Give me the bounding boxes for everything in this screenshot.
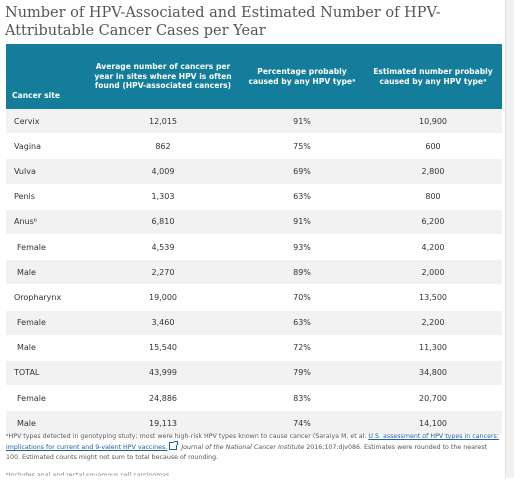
table-row: Male 19,113 74% 14,100 (6, 410, 502, 437)
table-row: Vulva 4,009 69% 2,800 (6, 158, 502, 185)
cell-percentage: 89% (240, 259, 364, 286)
cell-percentage: 63% (240, 310, 364, 336)
table-row: Penis 1,303 63% 800 (6, 184, 502, 210)
cell-average-cancers: 3,460 (86, 310, 240, 336)
table-row: Female 3,460 63% 2,200 (6, 310, 502, 336)
cell-percentage: 69% (240, 158, 364, 185)
table-row: Male 15,540 72% 11,300 (6, 335, 502, 361)
cell-cancer-site: TOTAL (6, 360, 86, 387)
cell-cancer-site: Female (6, 310, 86, 336)
cell-average-cancers: 2,270 (86, 259, 240, 286)
cell-average-cancers: 24,886 (86, 385, 240, 412)
footnote-a-prefix: ᵃHPV types detected in genotyping study;… (6, 433, 369, 440)
table-row: Oropharynx 19,000 70% 13,500 (6, 284, 502, 311)
cell-estimated-number: 20,700 (364, 385, 502, 412)
table-header-row: Cancer site Average number of cancers pe… (6, 44, 502, 109)
cell-average-cancers: 862 (86, 133, 240, 160)
cell-cancer-site: Female (6, 234, 86, 261)
cell-average-cancers: 15,540 (86, 335, 240, 361)
cell-estimated-number: 4,200 (364, 234, 502, 261)
cell-cancer-site: Female (6, 385, 86, 412)
cell-estimated-number: 6,200 (364, 209, 502, 235)
cell-percentage: 93% (240, 234, 364, 261)
cell-estimated-number: 2,800 (364, 158, 502, 185)
cell-average-cancers: 19,113 (86, 410, 240, 437)
table-row: Male 2,270 89% 2,000 (6, 259, 502, 286)
cell-cancer-site: Cervix (6, 109, 86, 135)
hpv-cancer-table: Cancer site Average number of cancers pe… (6, 44, 502, 437)
footnote-a: ᵃHPV types detected in genotyping study;… (6, 432, 502, 463)
cell-percentage: 75% (240, 133, 364, 160)
cell-percentage: 91% (240, 209, 364, 235)
scrollbar[interactable] (505, 0, 514, 478)
cell-percentage: 63% (240, 184, 364, 210)
external-link-icon (169, 441, 179, 450)
cell-estimated-number: 2,200 (364, 310, 502, 336)
cell-average-cancers: 12,015 (86, 109, 240, 135)
cell-average-cancers: 6,810 (86, 209, 240, 235)
cell-estimated-number: 34,800 (364, 360, 502, 387)
cell-cancer-site: Penis (6, 184, 86, 210)
cell-average-cancers: 19,000 (86, 284, 240, 311)
cell-percentage: 74% (240, 410, 364, 437)
cell-percentage: 91% (240, 109, 364, 135)
table-row: Anusᵇ 6,810 91% 6,200 (6, 209, 502, 235)
cell-estimated-number: 13,500 (364, 284, 502, 311)
footnote-a-suffix: 2016;107:djv086. Estimates were rounded … (6, 444, 488, 461)
cell-percentage: 83% (240, 385, 364, 412)
cell-percentage: 72% (240, 335, 364, 361)
cell-cancer-site: Male (6, 259, 86, 286)
cell-estimated-number: 10,900 (364, 109, 502, 135)
cell-cancer-site: Male (6, 335, 86, 361)
cell-estimated-number: 600 (364, 133, 502, 160)
table-row: TOTAL 43,999 79% 34,800 (6, 360, 502, 387)
cell-cancer-site: Male (6, 410, 86, 437)
header-estimated-number: Estimated number probably caused by any … (364, 44, 502, 109)
footnote-journal: Journal of the National Cancer Institute (181, 444, 305, 451)
table-row: Female 24,886 83% 20,700 (6, 385, 502, 412)
cell-cancer-site: Vagina (6, 133, 86, 160)
footnote-source-link[interactable]: U.S. assessment of HPV types in cancers:… (6, 433, 499, 451)
cell-estimated-number: 11,300 (364, 335, 502, 361)
cell-average-cancers: 1,303 (86, 184, 240, 210)
table-row: Female 4,539 93% 4,200 (6, 234, 502, 261)
cell-percentage: 79% (240, 360, 364, 387)
cell-estimated-number: 800 (364, 184, 502, 210)
footnote-b: ᵇIncludes anal and rectal squamous cell … (6, 472, 172, 479)
header-average-cancers: Average number of cancers per year in si… (86, 44, 240, 109)
cell-average-cancers: 4,009 (86, 158, 240, 185)
cell-cancer-site: Oropharynx (6, 284, 86, 311)
table-row: Vagina 862 75% 600 (6, 133, 502, 160)
cell-cancer-site: Vulva (6, 158, 86, 185)
page-title: Number of HPV-Associated and Estimated N… (5, 5, 441, 39)
cell-average-cancers: 4,539 (86, 234, 240, 261)
cell-estimated-number: 2,000 (364, 259, 502, 286)
cell-average-cancers: 43,999 (86, 360, 240, 387)
cell-percentage: 70% (240, 284, 364, 311)
table-row: Cervix 12,015 91% 10,900 (6, 109, 502, 135)
header-percentage: Percentage probably caused by any HPV ty… (240, 44, 364, 109)
header-cancer-site: Cancer site (6, 44, 86, 109)
cell-estimated-number: 14,100 (364, 410, 502, 437)
cell-cancer-site: Anusᵇ (6, 209, 86, 235)
